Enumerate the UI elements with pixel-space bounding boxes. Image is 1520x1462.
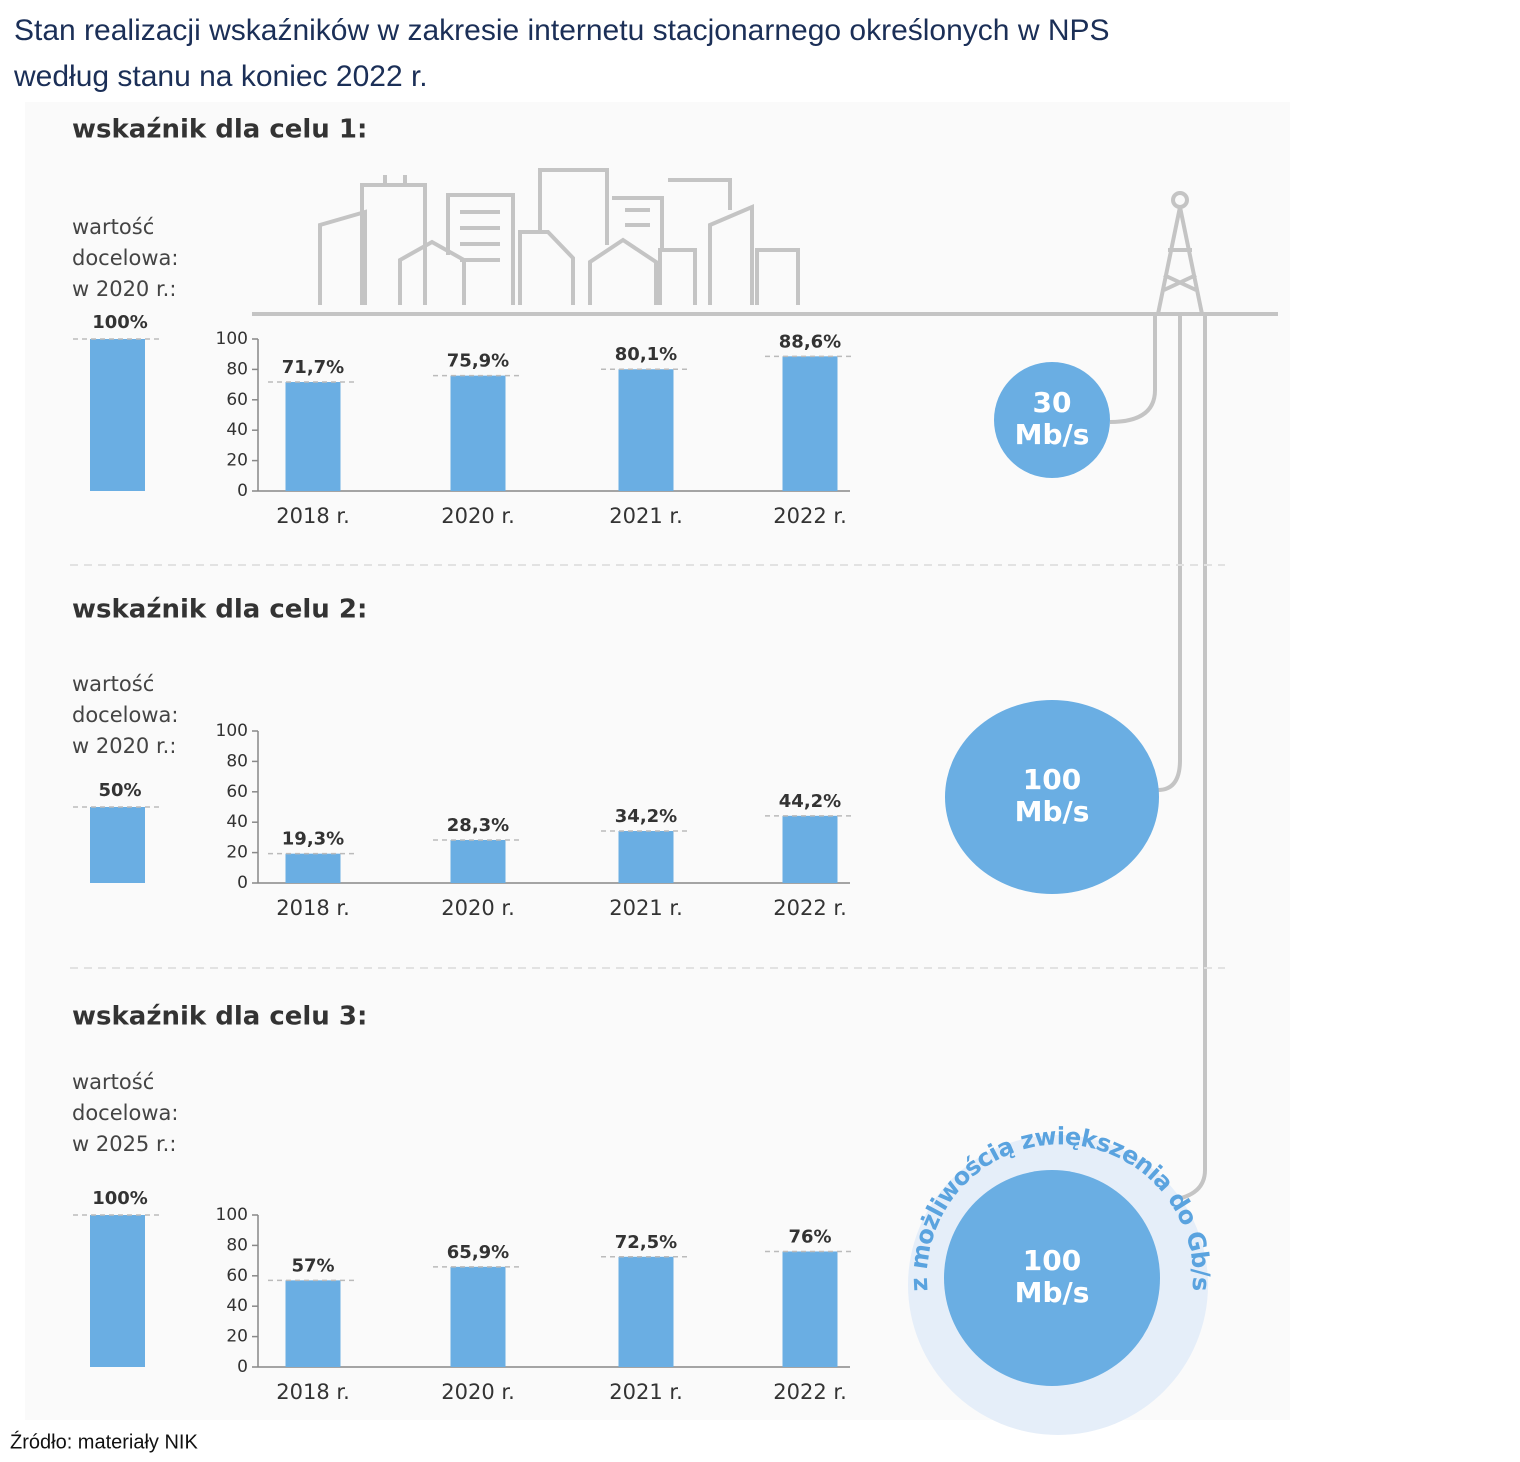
value-label: 65,9% xyxy=(447,1242,509,1263)
target-label: wartość xyxy=(72,672,154,696)
x-tick-label: 2018 r. xyxy=(276,504,350,528)
target-value-label: 100% xyxy=(92,312,148,333)
title-line: według stanu na koniec 2022 r. xyxy=(13,60,428,93)
target-label: w 2020 r.: xyxy=(72,277,176,301)
speed-circle xyxy=(945,700,1159,894)
y-tick-label: 40 xyxy=(226,1296,248,1316)
value-label: 80,1% xyxy=(615,344,677,365)
x-tick-label: 2022 r. xyxy=(773,1380,847,1404)
source: Źródło: materiały NIK xyxy=(10,1430,198,1453)
target-label: w 2025 r.: xyxy=(72,1132,176,1156)
x-tick-label: 2022 r. xyxy=(773,504,847,528)
y-tick-label: 40 xyxy=(226,420,248,440)
target-label: wartość xyxy=(72,1070,154,1094)
x-tick-label: 2021 r. xyxy=(609,896,683,920)
bar xyxy=(285,382,341,491)
speed-label: Mb/s xyxy=(1015,1276,1090,1309)
panel-heading: wskaźnik dla celu 1: xyxy=(72,115,367,145)
bar xyxy=(782,356,838,491)
target-label: docelowa: xyxy=(72,1101,178,1125)
y-tick-label: 40 xyxy=(226,812,248,832)
y-tick-label: 100 xyxy=(216,721,248,741)
y-tick-label: 100 xyxy=(216,329,248,349)
bar xyxy=(450,1266,506,1367)
value-label: 75,9% xyxy=(447,351,509,372)
value-label: 34,2% xyxy=(615,806,677,827)
y-tick-label: 80 xyxy=(226,751,248,771)
target-label: w 2020 r.: xyxy=(72,734,176,758)
bar xyxy=(618,369,674,491)
target-value-label: 100% xyxy=(92,1188,148,1209)
title-line: Stan realizacji wskaźników w zakresie in… xyxy=(14,14,1110,47)
value-label: 19,3% xyxy=(282,829,344,850)
target-label: wartość xyxy=(72,215,154,239)
speed-label: 100 xyxy=(1023,763,1081,796)
speed-label: 30 xyxy=(1033,386,1072,419)
speed-label: 100 xyxy=(1023,1244,1081,1277)
x-tick-label: 2021 r. xyxy=(609,1380,683,1404)
y-tick-label: 0 xyxy=(237,1357,248,1377)
x-tick-label: 2022 r. xyxy=(773,896,847,920)
x-tick-label: 2020 r. xyxy=(441,1380,515,1404)
value-label: 57% xyxy=(291,1255,334,1276)
panel-heading: wskaźnik dla celu 2: xyxy=(72,595,367,625)
x-tick-label: 2018 r. xyxy=(276,896,350,920)
bar xyxy=(450,375,506,491)
y-tick-label: 80 xyxy=(226,359,248,379)
value-label: 71,7% xyxy=(282,357,344,378)
x-tick-label: 2018 r. xyxy=(276,1380,350,1404)
speed-circle xyxy=(944,1170,1160,1386)
y-tick-label: 60 xyxy=(226,390,248,410)
y-tick-label: 80 xyxy=(226,1235,248,1255)
bar xyxy=(782,815,838,883)
y-tick-label: 100 xyxy=(216,1205,248,1225)
value-label: 88,6% xyxy=(779,331,841,352)
bar xyxy=(618,1256,674,1367)
separators xyxy=(70,564,1225,969)
y-tick-label: 20 xyxy=(226,1327,248,1347)
value-label: 44,2% xyxy=(779,791,841,812)
bar xyxy=(450,839,506,883)
x-tick-label: 2020 r. xyxy=(441,896,515,920)
target-bar xyxy=(90,1215,145,1367)
target-bar xyxy=(90,807,145,883)
x-tick-label: 2020 r. xyxy=(441,504,515,528)
y-tick-label: 60 xyxy=(226,782,248,802)
target-label: docelowa: xyxy=(72,703,178,727)
bar xyxy=(285,1280,341,1367)
value-label: 76% xyxy=(788,1226,831,1247)
value-label: 72,5% xyxy=(615,1232,677,1253)
city-illustration xyxy=(318,168,800,305)
x-tick-label: 2021 r. xyxy=(609,504,683,528)
bar xyxy=(782,1251,838,1367)
target-label: docelowa: xyxy=(72,246,178,270)
value-label: 28,3% xyxy=(447,815,509,836)
panel-heading: wskaźnik dla celu 3: xyxy=(72,1002,367,1032)
y-tick-label: 20 xyxy=(226,451,248,471)
speed-label: Mb/s xyxy=(1015,418,1090,451)
y-tick-label: 60 xyxy=(226,1266,248,1286)
target-bar xyxy=(90,339,145,491)
y-tick-label: 0 xyxy=(237,873,248,893)
speed-label: Mb/s xyxy=(1015,795,1090,828)
target-value-label: 50% xyxy=(98,780,141,801)
bar xyxy=(285,853,341,883)
speed-circle xyxy=(994,362,1110,478)
y-tick-label: 0 xyxy=(237,481,248,501)
bar xyxy=(618,831,674,883)
y-tick-label: 20 xyxy=(226,843,248,863)
